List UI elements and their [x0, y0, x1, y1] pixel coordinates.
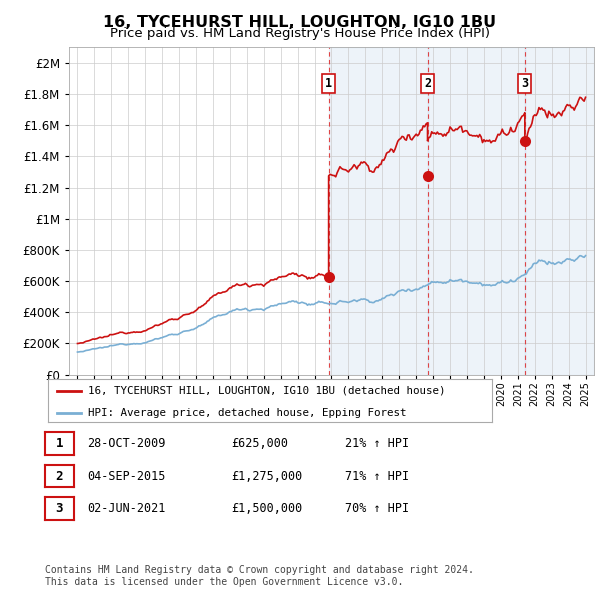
Text: 16, TYCEHURST HILL, LOUGHTON, IG10 1BU (detached house): 16, TYCEHURST HILL, LOUGHTON, IG10 1BU (… [88, 386, 445, 396]
Text: 71% ↑ HPI: 71% ↑ HPI [345, 470, 409, 483]
Text: 2: 2 [424, 77, 431, 90]
Text: HPI: Average price, detached house, Epping Forest: HPI: Average price, detached house, Eppi… [88, 408, 406, 418]
Text: Price paid vs. HM Land Registry's House Price Index (HPI): Price paid vs. HM Land Registry's House … [110, 27, 490, 40]
Text: 28-OCT-2009: 28-OCT-2009 [87, 437, 166, 450]
Bar [428, 47, 525, 375]
Text: 02-JUN-2021: 02-JUN-2021 [87, 502, 166, 515]
Bar [329, 47, 428, 375]
Text: 16, TYCEHURST HILL, LOUGHTON, IG10 1BU: 16, TYCEHURST HILL, LOUGHTON, IG10 1BU [103, 15, 497, 30]
Text: 1: 1 [56, 437, 63, 450]
Text: £1,500,000: £1,500,000 [231, 502, 302, 515]
Text: 2: 2 [56, 470, 63, 483]
Text: 3: 3 [56, 502, 63, 515]
Text: 3: 3 [521, 77, 529, 90]
Text: 70% ↑ HPI: 70% ↑ HPI [345, 502, 409, 515]
Text: £1,275,000: £1,275,000 [231, 470, 302, 483]
Text: 21% ↑ HPI: 21% ↑ HPI [345, 437, 409, 450]
Text: 04-SEP-2015: 04-SEP-2015 [87, 470, 166, 483]
Bar [525, 47, 594, 375]
Text: £625,000: £625,000 [231, 437, 288, 450]
Text: Contains HM Land Registry data © Crown copyright and database right 2024.
This d: Contains HM Land Registry data © Crown c… [45, 565, 474, 587]
Text: 1: 1 [325, 77, 332, 90]
